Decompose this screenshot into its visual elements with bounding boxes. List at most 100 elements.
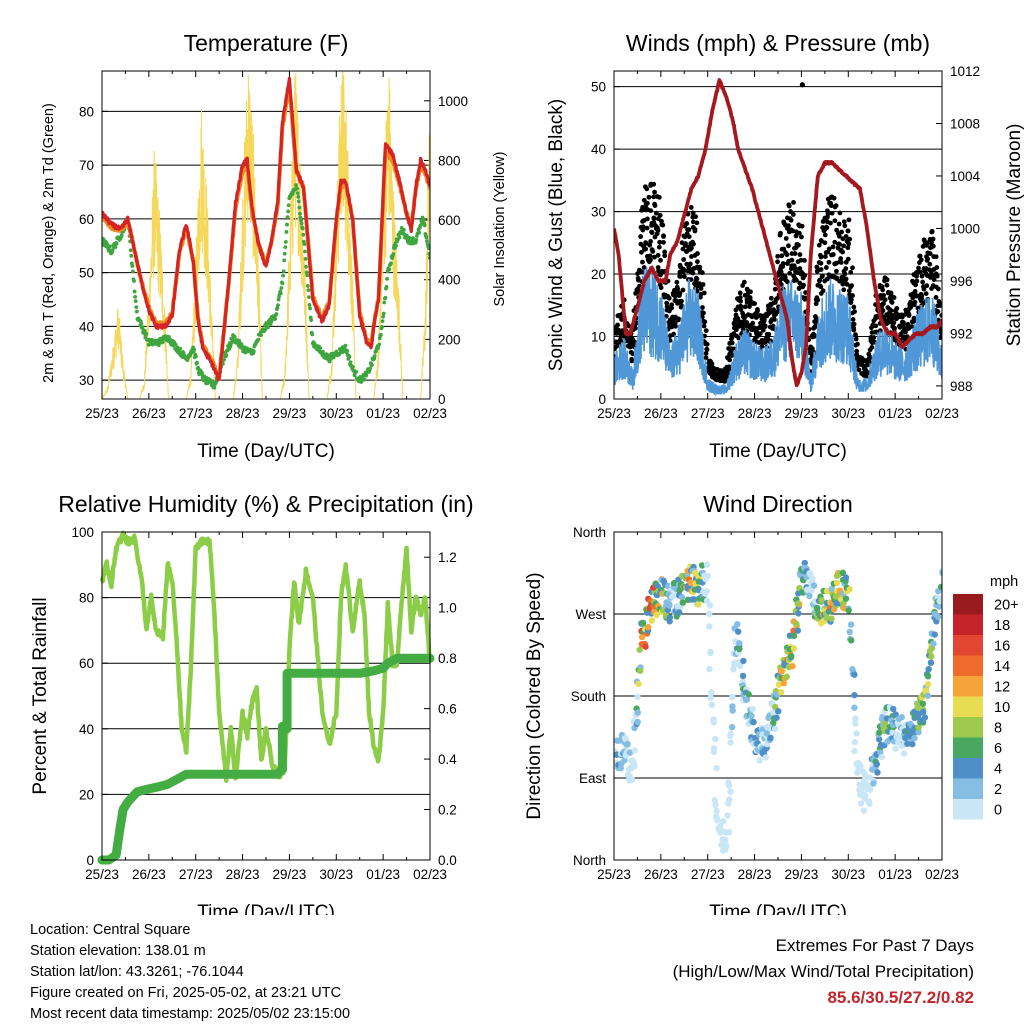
gust-point: [736, 335, 742, 341]
direction-xtick-label: 01/23: [878, 867, 912, 882]
gust-point: [662, 253, 668, 259]
gust-point: [641, 197, 647, 203]
direction-point: [828, 615, 835, 622]
dewpoint-point: [140, 325, 145, 329]
temperature-ytick-label: 70: [79, 158, 94, 173]
gust-point: [697, 264, 703, 270]
gust-point: [704, 347, 710, 353]
dewpoint-point: [307, 295, 311, 300]
gust-point: [927, 261, 933, 267]
dewpoint-point: [377, 342, 382, 347]
direction-point: [783, 673, 791, 680]
humidity-xtick-label: 01/23: [366, 867, 400, 882]
direction-point: [616, 737, 623, 744]
direction-point: [706, 665, 713, 673]
dewpoint-point: [113, 245, 118, 249]
humidity-ytick-label: 40: [79, 722, 94, 737]
direction-panel: Wind DirectionNorthEastSouthWestNorth25/…: [524, 491, 1019, 915]
gust-point: [829, 210, 835, 216]
direction-ytick-label: North: [573, 525, 606, 540]
gust-point: [837, 210, 843, 216]
gust-point: [702, 319, 708, 325]
dewpoint-point: [295, 186, 300, 191]
gust-point: [757, 331, 763, 337]
direction-point: [690, 596, 698, 603]
winds-xtick-label: 26/23: [644, 406, 678, 421]
gust-point: [772, 286, 778, 292]
direction-point: [878, 753, 885, 761]
gust-point: [910, 295, 916, 301]
gust-point: [937, 301, 942, 307]
gust-point: [742, 304, 748, 310]
direction-point: [789, 662, 796, 670]
direction-point: [842, 574, 850, 581]
gust-point: [674, 279, 680, 285]
dewpoint-point: [303, 256, 308, 261]
dewpoint-point: [372, 354, 377, 358]
legend-label: 8: [994, 720, 1002, 736]
direction-point: [707, 694, 714, 701]
direction-point: [937, 583, 942, 591]
direction-point: [810, 582, 818, 589]
direction-point: [679, 599, 687, 606]
humidity-ylabel: Percent & Total Rainfall: [30, 597, 51, 794]
direction-point: [767, 734, 774, 742]
gust-point: [799, 223, 805, 229]
meteogram-chart: Temperature (F)3040506070800200400600800…: [30, 30, 1024, 915]
gust-point: [703, 355, 709, 361]
direction-point: [762, 754, 769, 761]
gust-point: [783, 236, 789, 241]
gust-point: [845, 245, 851, 251]
temperature-xtick-label: 27/23: [179, 406, 213, 421]
gust-point: [740, 326, 746, 332]
gust-point: [761, 318, 767, 324]
gust-point: [681, 257, 687, 262]
direction-point: [707, 649, 714, 657]
gust-point: [899, 312, 905, 318]
gust-point: [817, 277, 823, 283]
gust-point: [938, 334, 942, 340]
gust-point: [846, 288, 852, 294]
gust-point: [813, 319, 819, 325]
direction-point: [794, 600, 801, 607]
gust-point: [704, 341, 710, 347]
direction-point: [639, 619, 647, 627]
dewpoint-point: [107, 244, 112, 249]
direction-point: [708, 689, 715, 696]
direction-point: [706, 623, 713, 630]
direction-point: [839, 569, 847, 577]
humidity-ytick-label: 100: [71, 525, 94, 540]
temperature-ytick-right-label: 200: [438, 332, 461, 347]
gust-point: [825, 211, 831, 217]
gust-point: [729, 335, 735, 340]
temperature-xtick-label: 28/23: [226, 406, 260, 421]
gust-point: [640, 259, 645, 265]
gust-point: [645, 200, 650, 206]
gust-point: [867, 354, 873, 360]
direction-point: [931, 631, 938, 638]
gust-point: [838, 256, 844, 261]
winds-xtick-label: 30/23: [831, 406, 865, 421]
gust-point: [683, 241, 688, 246]
direction-point: [695, 601, 702, 608]
gust-point: [843, 266, 849, 272]
gust-point: [869, 344, 875, 350]
direction-point: [857, 800, 865, 807]
legend-label: 2: [994, 782, 1002, 798]
gust-point: [880, 287, 886, 293]
gust-point: [819, 274, 825, 279]
gust-point: [771, 317, 777, 322]
gust-point: [933, 295, 939, 300]
dewpoint-point: [110, 248, 115, 252]
direction-point: [666, 602, 673, 609]
gust-point: [908, 304, 914, 310]
gust-point: [660, 222, 666, 228]
direction-point: [725, 779, 732, 786]
gust-point: [655, 252, 661, 258]
rh-line: [99, 530, 433, 783]
direction-xtick-label: 02/23: [925, 867, 959, 882]
gust-point: [793, 277, 799, 283]
gust-point: [649, 247, 655, 253]
direction-title: Wind Direction: [703, 491, 853, 517]
dewpoint-point: [350, 365, 355, 369]
